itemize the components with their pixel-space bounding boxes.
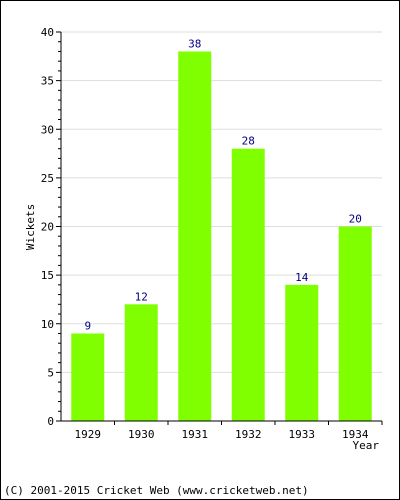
data-labels: 9 12 38 28 14 20 [84,37,361,332]
bar-1933 [285,284,319,421]
data-label: 9 [84,319,91,332]
data-label: 28 [242,135,255,148]
y-axis-label: Wickets [24,204,37,250]
x-tick-label: 1934 [342,428,369,441]
y-tick-label: 5 [47,366,54,379]
data-label: 12 [135,290,148,303]
y-tick-label: 30 [41,123,54,136]
bar-1934 [338,226,372,421]
x-tick-label: 1930 [128,428,155,441]
y-tick-label: 35 [41,75,54,88]
y-tick-label: 25 [41,172,54,185]
bar-1930 [124,304,158,421]
axes [56,31,383,425]
y-tick-label: 20 [41,221,54,234]
bar-1929 [71,333,105,421]
bars [71,51,372,421]
copyright-footer: (C) 2001-2015 Cricket Web (www.cricketwe… [4,484,309,497]
bar-1931 [178,51,212,421]
data-label: 14 [295,271,309,284]
data-label: 20 [349,213,362,226]
y-tick-label: 15 [41,269,54,282]
y-tick-label: 40 [41,26,54,39]
x-tick-label: 1931 [182,428,209,441]
x-tick-labels: 1929 1930 1931 1932 1933 1934 [75,428,369,441]
x-tick-label: 1933 [289,428,316,441]
data-label: 38 [188,37,201,50]
y-tick-labels: 0 5 10 15 20 25 30 35 40 [41,26,54,428]
y-tick-label: 0 [47,415,54,428]
bar-1932 [231,148,265,421]
y-tick-label: 10 [41,318,54,331]
x-axis-label: Year [353,439,380,452]
gridlines [61,31,382,373]
x-tick-label: 1932 [235,428,262,441]
x-tick-label: 1929 [75,428,102,441]
